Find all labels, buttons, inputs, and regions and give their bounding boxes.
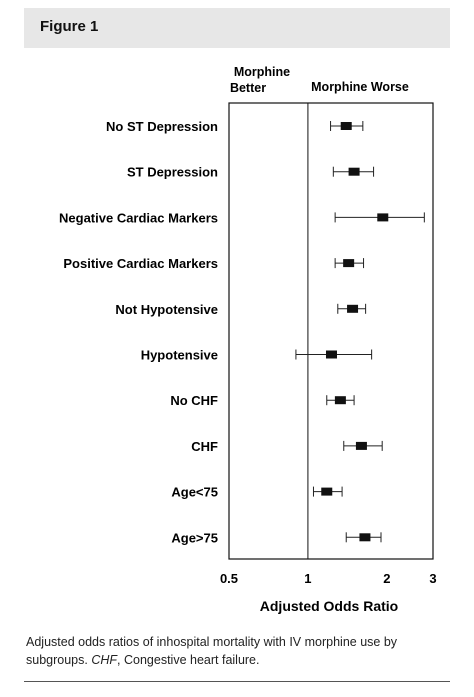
row-label: No ST Depression	[106, 119, 218, 134]
x-axis-label: Adjusted Odds Ratio	[260, 598, 398, 614]
forest-row: Age<75	[171, 485, 343, 500]
caption-abbr-def: , Congestive heart failure.	[117, 653, 260, 667]
point-estimate	[325, 350, 337, 359]
figure-header: Figure 1	[24, 8, 450, 48]
point-estimate	[340, 122, 352, 130]
row-label: CHF	[191, 439, 218, 454]
axis-layer: 0.5 1 2 3	[220, 103, 437, 586]
forest-row: Positive Cardiac Markers	[63, 256, 365, 271]
region-label-worse: Morphine Worse	[311, 80, 409, 94]
forest-row: Age>75	[171, 530, 382, 545]
region-label-better-line2: Better	[230, 81, 266, 95]
forest-row: Negative Cardiac Markers	[59, 210, 425, 225]
row-label: Hypotensive	[141, 348, 218, 363]
labels-layer: Morphine Better Morphine Worse Adjusted …	[230, 65, 409, 614]
x-tick-label: 1	[304, 571, 311, 586]
forest-row: CHF	[191, 439, 383, 454]
plot-frame	[228, 102, 434, 560]
point-estimate	[359, 533, 371, 542]
point-estimate	[347, 304, 359, 313]
region-label-better-line1: Morphine	[234, 65, 290, 79]
row-label: Age<75	[171, 485, 218, 500]
forest-row: Not Hypotensive	[115, 302, 367, 317]
point-estimate	[334, 396, 346, 405]
figure-label: Figure 1	[40, 18, 99, 35]
x-tick-label: 3	[429, 571, 436, 586]
point-estimate	[355, 441, 367, 450]
forest-row: No CHF	[170, 393, 355, 408]
x-tick-label: 2	[383, 571, 390, 586]
row-label: No CHF	[170, 393, 218, 408]
forest-row: ST Depression	[127, 165, 375, 180]
figure-caption: Adjusted odds ratios of inhospital morta…	[26, 633, 456, 669]
rows-layer: No ST Depression ST Depression Negative Ca…	[59, 119, 425, 545]
x-tick-label: 0.5	[220, 571, 238, 586]
point-estimate	[377, 213, 389, 222]
point-estimate	[321, 487, 333, 496]
bottom-rule	[24, 681, 450, 682]
caption-lead: Adjusted odds ratios of inhospital morta…	[26, 635, 398, 667]
forest-row: Hypotensive	[141, 348, 373, 363]
row-label: Not Hypotensive	[115, 302, 218, 317]
point-estimate	[343, 259, 355, 268]
row-label: Negative Cardiac Markers	[59, 210, 218, 225]
caption-abbr: CHF	[91, 653, 118, 667]
forest-row: No ST Depression	[106, 119, 364, 134]
row-label: Age>75	[171, 530, 218, 545]
row-label: Positive Cardiac Markers	[63, 256, 218, 271]
row-label: ST Depression	[127, 165, 218, 180]
point-estimate	[348, 167, 360, 176]
